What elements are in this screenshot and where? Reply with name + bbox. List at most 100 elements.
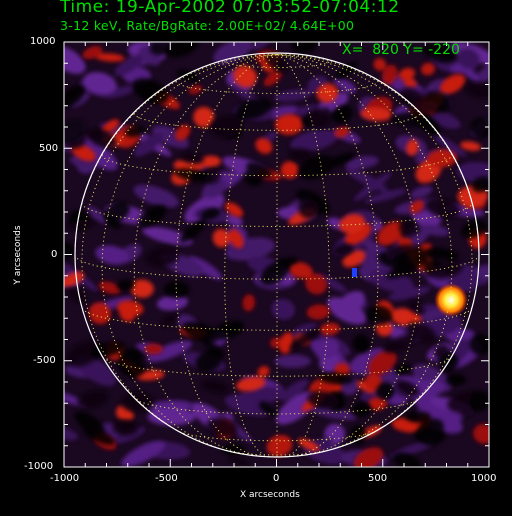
texture-blob xyxy=(408,300,425,315)
texture-blob xyxy=(331,105,353,124)
texture-blob xyxy=(335,61,358,80)
texture-blob xyxy=(344,223,372,246)
texture-blob xyxy=(225,202,244,217)
texture-blob xyxy=(450,329,476,343)
texture-blob xyxy=(163,280,190,299)
texture-blob xyxy=(476,50,489,66)
texture-blob xyxy=(152,125,189,149)
texture-blob xyxy=(364,188,407,204)
texture-blob xyxy=(431,261,463,280)
texture-blob xyxy=(90,341,126,358)
texture-blob xyxy=(65,340,103,367)
texture-blob xyxy=(298,199,320,219)
texture-blob xyxy=(64,85,85,108)
texture-blob xyxy=(137,204,167,228)
texture-blob xyxy=(83,72,117,95)
texture-blob xyxy=(260,260,290,285)
texture-blob xyxy=(77,390,109,409)
texture-blob xyxy=(179,219,206,243)
texture-blob xyxy=(144,343,163,355)
texture-blob xyxy=(403,78,417,88)
texture-blob xyxy=(288,262,313,279)
texture-blob xyxy=(406,139,419,156)
flare-source xyxy=(434,283,468,317)
texture-blob xyxy=(364,374,383,391)
grid-line xyxy=(81,202,473,227)
texture-blob xyxy=(133,133,163,157)
texture-blob xyxy=(352,334,371,353)
texture-blob xyxy=(423,43,456,64)
texture-blob xyxy=(198,155,221,168)
texture-blob xyxy=(95,53,125,62)
y-axis-label: Y arcseconds xyxy=(13,225,23,285)
texture-blob xyxy=(445,373,467,387)
texture-blob xyxy=(456,47,481,69)
texture-blob xyxy=(395,380,420,397)
texture-blob xyxy=(228,454,249,467)
texture-blob xyxy=(275,114,304,135)
texture-blob xyxy=(98,281,121,294)
texture-blob xyxy=(332,244,354,257)
texture-blob xyxy=(307,107,331,128)
y-tick-label: 0 xyxy=(51,249,58,260)
texture-blob xyxy=(270,337,283,349)
texture-blob xyxy=(427,110,461,129)
texture-blob xyxy=(149,42,167,56)
texture-blob xyxy=(339,213,366,234)
y-tick-label: -500 xyxy=(33,355,56,366)
texture-blob xyxy=(394,363,411,375)
texture-blob xyxy=(193,106,215,128)
texture-blob xyxy=(200,207,221,220)
texture-blob xyxy=(229,229,244,249)
grid-line xyxy=(276,54,379,457)
texture-blob xyxy=(174,168,213,183)
texture-blob xyxy=(275,391,318,425)
texture-blob xyxy=(464,81,489,99)
texture-blob xyxy=(290,323,318,339)
texture-blob xyxy=(349,424,367,445)
texture-blob xyxy=(415,418,444,442)
texture-blob xyxy=(319,322,340,336)
texture-blob xyxy=(345,155,379,170)
texture-blob xyxy=(273,89,313,102)
texture-blob xyxy=(335,290,365,317)
texture-blob xyxy=(377,221,405,246)
y-tick-label: 1000 xyxy=(30,36,56,47)
texture-blob xyxy=(156,294,188,311)
energy-rate-subtitle: 3-12 keV, Rate/BgRate: 2.00E+02/ 4.64E+0… xyxy=(60,18,355,33)
texture-blob xyxy=(212,320,245,340)
texture-blob xyxy=(65,220,96,230)
texture-blob xyxy=(414,394,464,422)
texture-blob xyxy=(82,46,103,60)
texture-blob xyxy=(314,337,339,360)
texture-blob xyxy=(387,286,431,301)
texture-blob xyxy=(235,376,266,392)
texture-blob xyxy=(405,411,431,423)
texture-blob xyxy=(306,304,330,320)
texture-blob xyxy=(471,176,489,193)
grid-line xyxy=(175,54,278,457)
heliographic-grid xyxy=(74,54,480,458)
texture-blob xyxy=(160,313,177,328)
texture-blob xyxy=(182,321,220,343)
texture-blob xyxy=(457,162,489,184)
solar-limb xyxy=(74,52,480,458)
texture-blob xyxy=(264,52,288,73)
texture-blob xyxy=(298,155,335,180)
texture-blob xyxy=(424,247,460,261)
texture-blob xyxy=(352,401,372,418)
texture-blob xyxy=(289,327,320,351)
texture-blob xyxy=(82,427,115,445)
texture-blob xyxy=(64,118,86,143)
texture-blob xyxy=(116,279,135,291)
texture-blob xyxy=(470,117,489,139)
texture-blob xyxy=(131,78,169,105)
texture-blob xyxy=(146,340,193,363)
texture-blob xyxy=(145,246,180,267)
texture-blob xyxy=(376,382,395,400)
texture-blob xyxy=(418,223,450,237)
texture-blob xyxy=(202,178,227,199)
x-tick-label: 1000 xyxy=(471,473,497,484)
grid-line xyxy=(276,54,421,456)
